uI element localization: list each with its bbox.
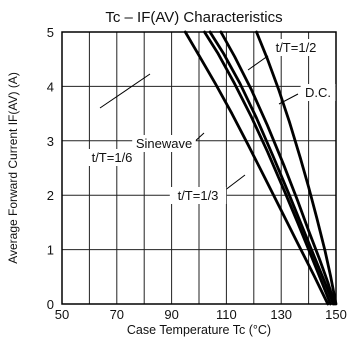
annotation-label: t/T=1/2	[276, 40, 317, 55]
annotation-label: t/T=1/3	[178, 188, 219, 203]
x-tick-label: 150	[325, 307, 347, 322]
annotation-bg	[132, 135, 196, 152]
y-tick-label: 1	[47, 243, 54, 258]
y-axis-label: Average Forward Current IF(AV) (A)	[6, 72, 20, 264]
series-line	[255, 30, 338, 306]
annotation-bg	[169, 187, 227, 204]
annotation-label: Sinewave	[136, 136, 192, 151]
x-tick-label: 130	[270, 307, 292, 322]
annotation-label: t/T=1/6	[92, 150, 133, 165]
x-tick-label: 110	[216, 307, 237, 322]
annotation-bg	[300, 84, 336, 101]
annotation-label: D.C.	[305, 85, 331, 100]
y-tick-label: 0	[47, 297, 54, 312]
x-tick-label: 90	[164, 307, 178, 322]
plot-frame	[61, 31, 337, 305]
series-line	[203, 30, 332, 306]
series-line	[208, 30, 335, 306]
y-tick-label: 2	[47, 188, 54, 203]
chart-title: Tc – IF(AV) Characteristics	[105, 9, 282, 26]
y-tick-label: 4	[47, 79, 54, 94]
series-line	[219, 30, 337, 306]
x-tick-label: 50	[55, 307, 69, 322]
y-tick-label: 5	[47, 25, 54, 40]
x-axis-label: Case Temperature Tc (°C)	[127, 323, 271, 337]
y-tick-label: 3	[47, 134, 54, 149]
annotation-leader	[278, 93, 299, 105]
x-tick-label: 70	[110, 307, 124, 322]
annotation-bg	[83, 149, 141, 166]
series-line	[183, 30, 330, 306]
annotation-bg	[267, 39, 325, 56]
annotation-leader	[99, 73, 151, 109]
